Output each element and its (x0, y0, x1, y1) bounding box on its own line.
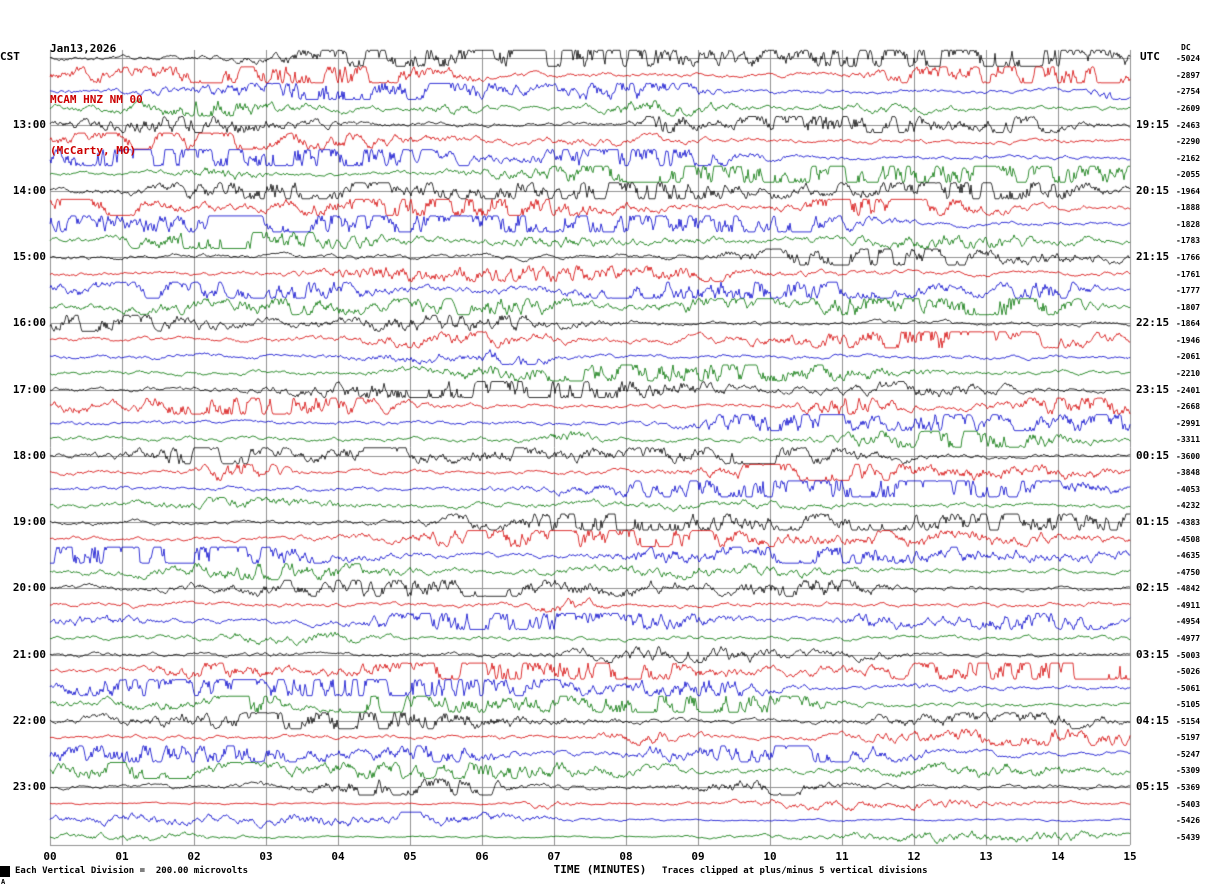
clip-note: Traces clipped at plus/minus 5 vertical … (662, 866, 928, 876)
dc-offset-value: -2061 (1176, 352, 1201, 362)
dc-offset-value: -2897 (1176, 70, 1201, 80)
dc-offset-value: -1766 (1176, 253, 1201, 263)
utc-hour-label: 01:15 (1136, 515, 1170, 529)
scale-marker-box (0, 866, 10, 877)
dc-offset-value: -4232 (1176, 501, 1201, 511)
dc-offset-value: -1807 (1176, 302, 1201, 312)
dc-offset-value: -1783 (1176, 236, 1201, 246)
minute-tick-label: 07 (547, 850, 561, 863)
cst-hour-label: 16:00 (12, 316, 46, 330)
scale-note: Each Vertical Division = 200.00 microvol… (15, 866, 248, 876)
cst-hour-label: 22:00 (12, 713, 46, 727)
dc-offset-value: -1777 (1176, 286, 1201, 296)
minute-tick-label: 14 (1051, 850, 1065, 863)
cst-hour-label: 14:00 (12, 183, 46, 197)
minute-tick-label: 11 (835, 850, 849, 863)
minute-tick-label: 15 (1123, 850, 1137, 863)
utc-hour-label: 04:15 (1136, 713, 1170, 727)
cst-hour-label: 19:00 (12, 515, 46, 529)
minute-tick-label: 04 (331, 850, 345, 863)
dc-offset-value: -2754 (1176, 87, 1201, 97)
dc-offset-value: -2162 (1176, 153, 1201, 163)
utc-hour-label: 21:15 (1136, 250, 1170, 264)
utc-hour-label: 00:15 (1136, 448, 1170, 462)
minute-tick-label: 13 (979, 850, 993, 863)
dc-offset-value: -4954 (1176, 617, 1201, 627)
dc-offset-value: -1888 (1176, 203, 1201, 213)
dc-offset-value: -4842 (1176, 584, 1201, 594)
left-axis-title: CST (0, 50, 20, 63)
cst-hour-label: 20:00 (12, 581, 46, 595)
dc-offset-value: -5061 (1176, 683, 1201, 693)
minute-tick-label: 01 (115, 850, 129, 863)
dc-offset-value: -5197 (1176, 733, 1201, 743)
dc-offset-value: -5024 (1176, 54, 1201, 64)
dc-offset-value: -4635 (1176, 551, 1201, 561)
date-label: Jan13,2026 (50, 42, 117, 55)
minute-tick-label: 03 (259, 850, 273, 863)
dc-offset-value: -4508 (1176, 534, 1201, 544)
minute-tick-label: 02 (187, 850, 201, 863)
cst-hour-label: 17:00 (12, 382, 46, 396)
dc-offset-value: -4977 (1176, 633, 1201, 643)
dc-offset-value: -1964 (1176, 186, 1201, 196)
dc-offset-value: -5426 (1176, 816, 1201, 826)
dc-offset-value: -4750 (1176, 567, 1201, 577)
dc-column-header: DC (1181, 43, 1191, 52)
dc-offset-value: -3848 (1176, 468, 1201, 478)
minute-tick-label: 05 (403, 850, 417, 863)
dc-offset-value: -5105 (1176, 700, 1201, 710)
dc-offset-value: -4053 (1176, 484, 1201, 494)
cst-hour-label: 18:00 (12, 448, 46, 462)
minute-tick-label: 08 (619, 850, 633, 863)
dc-offset-value: -2055 (1176, 170, 1201, 180)
station-label: MCAM HNZ NM 00 (50, 93, 143, 106)
dc-offset-value: -5439 (1176, 832, 1201, 842)
dc-offset-value: -2991 (1176, 418, 1201, 428)
dc-offset-value: -1864 (1176, 319, 1201, 329)
dc-offset-value: -2668 (1176, 402, 1201, 412)
utc-hour-label: 20:15 (1136, 183, 1170, 197)
utc-hour-label: 05:15 (1136, 780, 1170, 794)
dc-offset-value: -5247 (1176, 749, 1201, 759)
dc-offset-value: -1946 (1176, 335, 1201, 345)
utc-hour-label: 23:15 (1136, 382, 1170, 396)
dc-offset-value: -2463 (1176, 120, 1201, 130)
dc-offset-value: -5403 (1176, 799, 1201, 809)
location-label: (McCarty, MO) (50, 144, 137, 157)
dc-offset-value: -3600 (1176, 451, 1201, 461)
utc-hour-label: 02:15 (1136, 581, 1170, 595)
corner-mark: A (1, 878, 6, 886)
utc-hour-label: 19:15 (1136, 117, 1170, 131)
cst-hour-label: 21:00 (12, 647, 46, 661)
utc-hour-label: 03:15 (1136, 647, 1170, 661)
dc-offset-value: -2401 (1176, 385, 1201, 395)
minute-tick-label: 06 (475, 850, 489, 863)
minute-tick-label: 10 (763, 850, 777, 863)
dc-offset-value: -4383 (1176, 518, 1201, 528)
cst-hour-label: 23:00 (12, 780, 46, 794)
minute-tick-label: 09 (691, 850, 705, 863)
dc-offset-value: -1828 (1176, 219, 1201, 229)
dc-offset-value: -5003 (1176, 650, 1201, 660)
dc-offset-value: -3311 (1176, 435, 1201, 445)
utc-hour-label: 22:15 (1136, 316, 1170, 330)
dc-offset-value: -2290 (1176, 137, 1201, 147)
dc-offset-value: -2609 (1176, 103, 1201, 113)
cst-hour-label: 13:00 (12, 117, 46, 131)
dc-offset-value: -5154 (1176, 716, 1201, 726)
cst-hour-label: 15:00 (12, 250, 46, 264)
minute-tick-label: 00 (43, 850, 57, 863)
dc-offset-value: -5026 (1176, 667, 1201, 677)
dc-offset-value: -5309 (1176, 766, 1201, 776)
dc-offset-value: -2210 (1176, 368, 1201, 378)
right-axis-title: UTC (1140, 50, 1160, 63)
dc-offset-value: -5369 (1176, 783, 1201, 793)
dc-offset-value: -1761 (1176, 269, 1201, 279)
title-block: Jan13,2026 MCAM HNZ NM 00 (McCarty, MO) (50, 4, 143, 195)
x-axis-title: TIME (MINUTES) (553, 863, 647, 876)
dc-offset-value: -4911 (1176, 600, 1201, 610)
minute-tick-label: 12 (907, 850, 921, 863)
